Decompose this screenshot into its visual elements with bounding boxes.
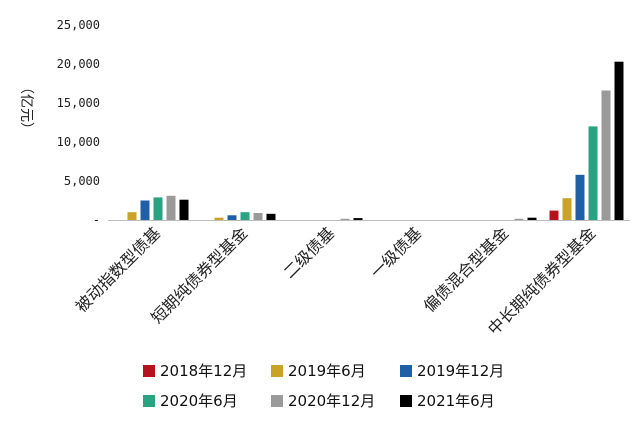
bar [588,126,598,220]
legend-swatch [400,365,412,377]
legend-label: 2021年6月 [417,392,495,410]
bar [549,210,559,220]
y-tick-label: 5,000 [64,174,100,188]
y-axis-label: （亿元） [18,80,34,136]
legend-swatch [143,395,155,407]
legend-label: 2018年12月 [160,362,247,380]
x-tick-label: 偏债混合型基金 [420,223,513,316]
legend-label: 2020年6月 [160,392,238,410]
y-tick-label: 15,000 [57,96,100,110]
bar [353,218,363,220]
bar [127,212,137,220]
bars [127,61,624,221]
bar [514,218,524,220]
bar [575,174,585,220]
y-tick-label: 10,000 [57,135,100,149]
bar [601,90,611,220]
legend-label: 2020年12月 [288,392,375,410]
legend-label: 2019年12月 [417,362,504,380]
x-tick-label: 被动指数型债基 [72,223,165,316]
bar [179,199,189,220]
bar [153,197,163,220]
x-tick-label: 一级债基 [367,223,426,282]
bar [214,217,224,220]
x-tick-label: 二级债基 [280,223,339,282]
legend-swatch [271,365,283,377]
bar [340,218,350,220]
legend: 2018年12月 2019年6月 2019年12月 2020年6月 2020年12月 20… [143,362,504,410]
bar [266,213,276,220]
bar [562,198,572,220]
bar [253,213,263,220]
legend-swatch [143,365,155,377]
bar [527,217,537,220]
y-tick-label: 20,000 [57,57,100,71]
bar [227,215,237,220]
y-axis: - 5,000 10,000 15,000 20,000 25,000 [57,18,100,227]
legend-swatch [400,395,412,407]
bar [614,61,624,221]
legend-label: 2019年6月 [288,362,366,380]
y-tick-label: - [93,213,100,227]
bar [166,195,176,220]
bar [140,200,150,220]
x-tick-label: 短期纯债券型基金 [147,223,251,327]
y-tick-label: 25,000 [57,18,100,32]
bar [240,212,250,220]
legend-swatch [271,395,283,407]
